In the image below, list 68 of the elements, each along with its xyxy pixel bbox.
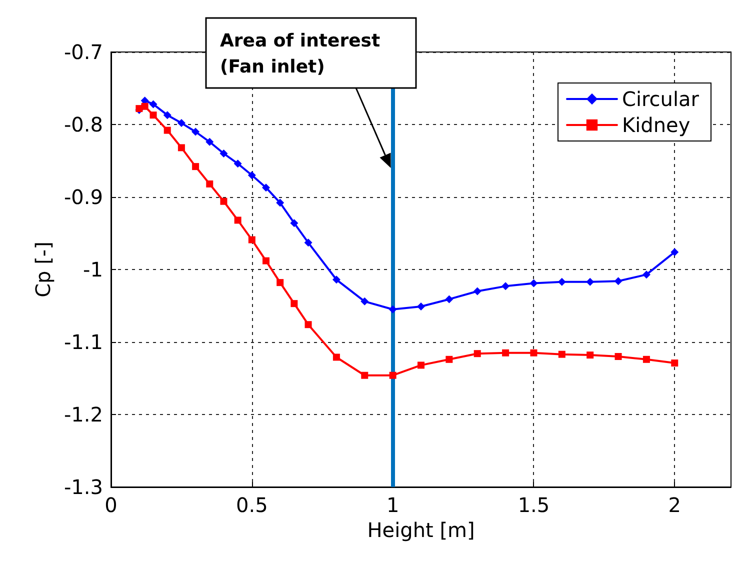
y-tick-label: -0.9 — [64, 185, 103, 209]
point — [670, 248, 679, 256]
point — [276, 279, 284, 286]
point — [671, 360, 678, 367]
point — [220, 150, 228, 158]
point — [149, 100, 158, 108]
point — [502, 349, 510, 356]
point — [276, 198, 284, 207]
x-tick-label: 2 — [668, 493, 682, 517]
point — [177, 119, 186, 128]
point — [388, 305, 397, 314]
point — [164, 126, 171, 134]
point — [614, 353, 622, 360]
point — [304, 238, 312, 247]
y-tick-label: -0.8 — [64, 112, 103, 136]
point — [262, 257, 270, 264]
point — [642, 270, 650, 279]
point — [192, 128, 200, 136]
point — [206, 138, 214, 146]
point — [558, 278, 566, 286]
y-tick-label: -1.1 — [64, 330, 103, 354]
y-tick-label: -0.7 — [64, 40, 103, 64]
point — [361, 372, 368, 379]
point — [502, 282, 510, 290]
x-axis-title: Height [m] — [367, 518, 475, 542]
y-tick-label: -1.2 — [64, 402, 103, 426]
point — [234, 216, 242, 224]
point — [178, 144, 185, 152]
x-tick-label: 0 — [104, 493, 118, 517]
point — [141, 102, 148, 110]
point — [150, 112, 157, 119]
x-tick-label: 1.5 — [518, 493, 550, 517]
y-tick-label: -1.3 — [64, 475, 103, 499]
point — [234, 160, 242, 168]
point — [417, 302, 425, 310]
point — [446, 356, 453, 363]
point — [192, 163, 200, 170]
point — [418, 362, 424, 369]
annotation: Area of interest (Fan inlet) — [220, 30, 380, 78]
x-tick-label: 1 — [386, 493, 400, 517]
point — [206, 180, 214, 188]
point — [445, 295, 454, 304]
point — [530, 279, 538, 288]
y-tick-label: -1 — [83, 258, 103, 282]
point — [389, 372, 396, 379]
x-tick-label: 0.5 — [236, 493, 268, 517]
legend-label: Circular — [622, 87, 700, 111]
point — [248, 236, 256, 244]
point — [360, 297, 369, 306]
point — [262, 184, 270, 192]
point — [530, 349, 538, 356]
point — [473, 287, 482, 296]
point — [290, 300, 298, 308]
point — [163, 111, 172, 120]
y-axis-title: Cp [-] — [31, 242, 56, 298]
point — [290, 219, 298, 228]
point — [332, 276, 340, 284]
legend-label: Kidney — [622, 113, 690, 137]
point — [558, 350, 566, 358]
point — [586, 352, 594, 359]
point — [304, 321, 312, 328]
point — [614, 277, 622, 286]
point — [642, 356, 650, 363]
point — [474, 350, 481, 358]
point — [586, 278, 594, 286]
point — [220, 198, 228, 205]
point — [332, 354, 340, 361]
point — [248, 171, 256, 180]
